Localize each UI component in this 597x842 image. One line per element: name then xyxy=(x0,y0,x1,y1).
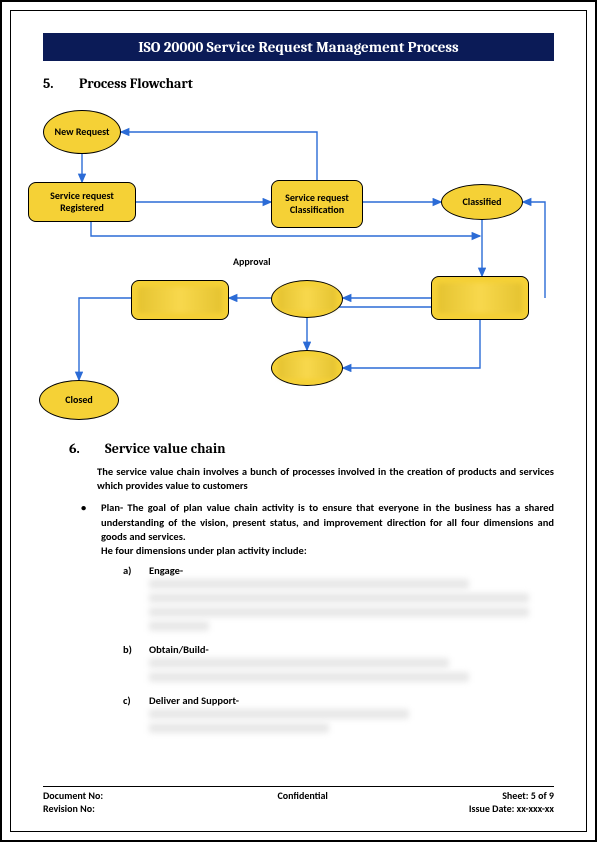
flowchart-label: Approval xyxy=(233,255,271,268)
page-footer: Document No: Confidential Sheet: 5 of 9 … xyxy=(43,786,554,815)
flowchart-node-r2c3 xyxy=(431,276,529,320)
flowchart-node-classification: Service request Classification xyxy=(271,180,363,228)
sub-item-c: c) Deliver and Support- xyxy=(123,694,554,733)
sub-item-b: b) Obtain/Build- xyxy=(123,643,554,682)
footer-confidential: Confidential xyxy=(277,789,327,802)
footer-rev-no: Revision No: xyxy=(43,802,95,815)
flowchart-node-registered: Service request Registered xyxy=(28,182,136,222)
footer-sheet: Sheet: 5 of 9 xyxy=(502,789,554,802)
section-6-intro: The service value chain involves a bunch… xyxy=(97,465,554,493)
footer-issue-date: Issue Date: xx-xxx-xx xyxy=(469,802,554,815)
footer-doc-no: Document No: xyxy=(43,789,103,802)
bullet-icon: • xyxy=(81,501,91,558)
sub-marker-b: b) xyxy=(123,643,139,656)
sub-marker-c: c) xyxy=(123,694,139,707)
flowchart-node-r2c2 xyxy=(271,280,343,318)
plan-bullet: • Plan- The goal of plan value chain act… xyxy=(81,501,554,558)
blurred-text xyxy=(149,579,554,631)
sub-item-a: a) Engage- xyxy=(123,564,554,631)
flowchart-node-r3c2 xyxy=(271,350,343,386)
page: ISO 20000 Service Request Management Pro… xyxy=(10,10,587,832)
section-5-title: Process Flowchart xyxy=(79,75,193,92)
flowchart-node-new-request: New Request xyxy=(43,110,121,154)
blurred-text xyxy=(149,709,554,733)
plan-bullet-text: Plan- The goal of plan value chain activ… xyxy=(101,501,554,542)
sub-marker-a: a) xyxy=(123,564,139,577)
document-title-bar: ISO 20000 Service Request Management Pro… xyxy=(43,33,554,61)
plan-sub-intro: He four dimensions under plan activity i… xyxy=(101,544,307,557)
flowchart-node-closed: Closed xyxy=(39,380,119,420)
section-6-title: Service value chain xyxy=(105,440,226,457)
sub-label-a: Engage- xyxy=(149,564,183,577)
flowchart-node-classified: Classified xyxy=(441,184,523,220)
sub-label-c: Deliver and Support- xyxy=(149,694,239,707)
section-6-heading: 6. Service value chain xyxy=(69,440,554,457)
plan-sub-list: a) Engage- b) Obtain/Build- xyxy=(123,564,554,733)
section-6-number: 6. xyxy=(69,440,87,457)
section-5-heading: 5. Process Flowchart xyxy=(43,75,554,92)
flowchart-node-r2c1 xyxy=(131,280,229,320)
sub-label-b: Obtain/Build- xyxy=(149,643,209,656)
blurred-text xyxy=(149,658,554,682)
section-5-number: 5. xyxy=(43,75,61,92)
process-flowchart: New RequestService request RegisteredSer… xyxy=(43,102,553,422)
